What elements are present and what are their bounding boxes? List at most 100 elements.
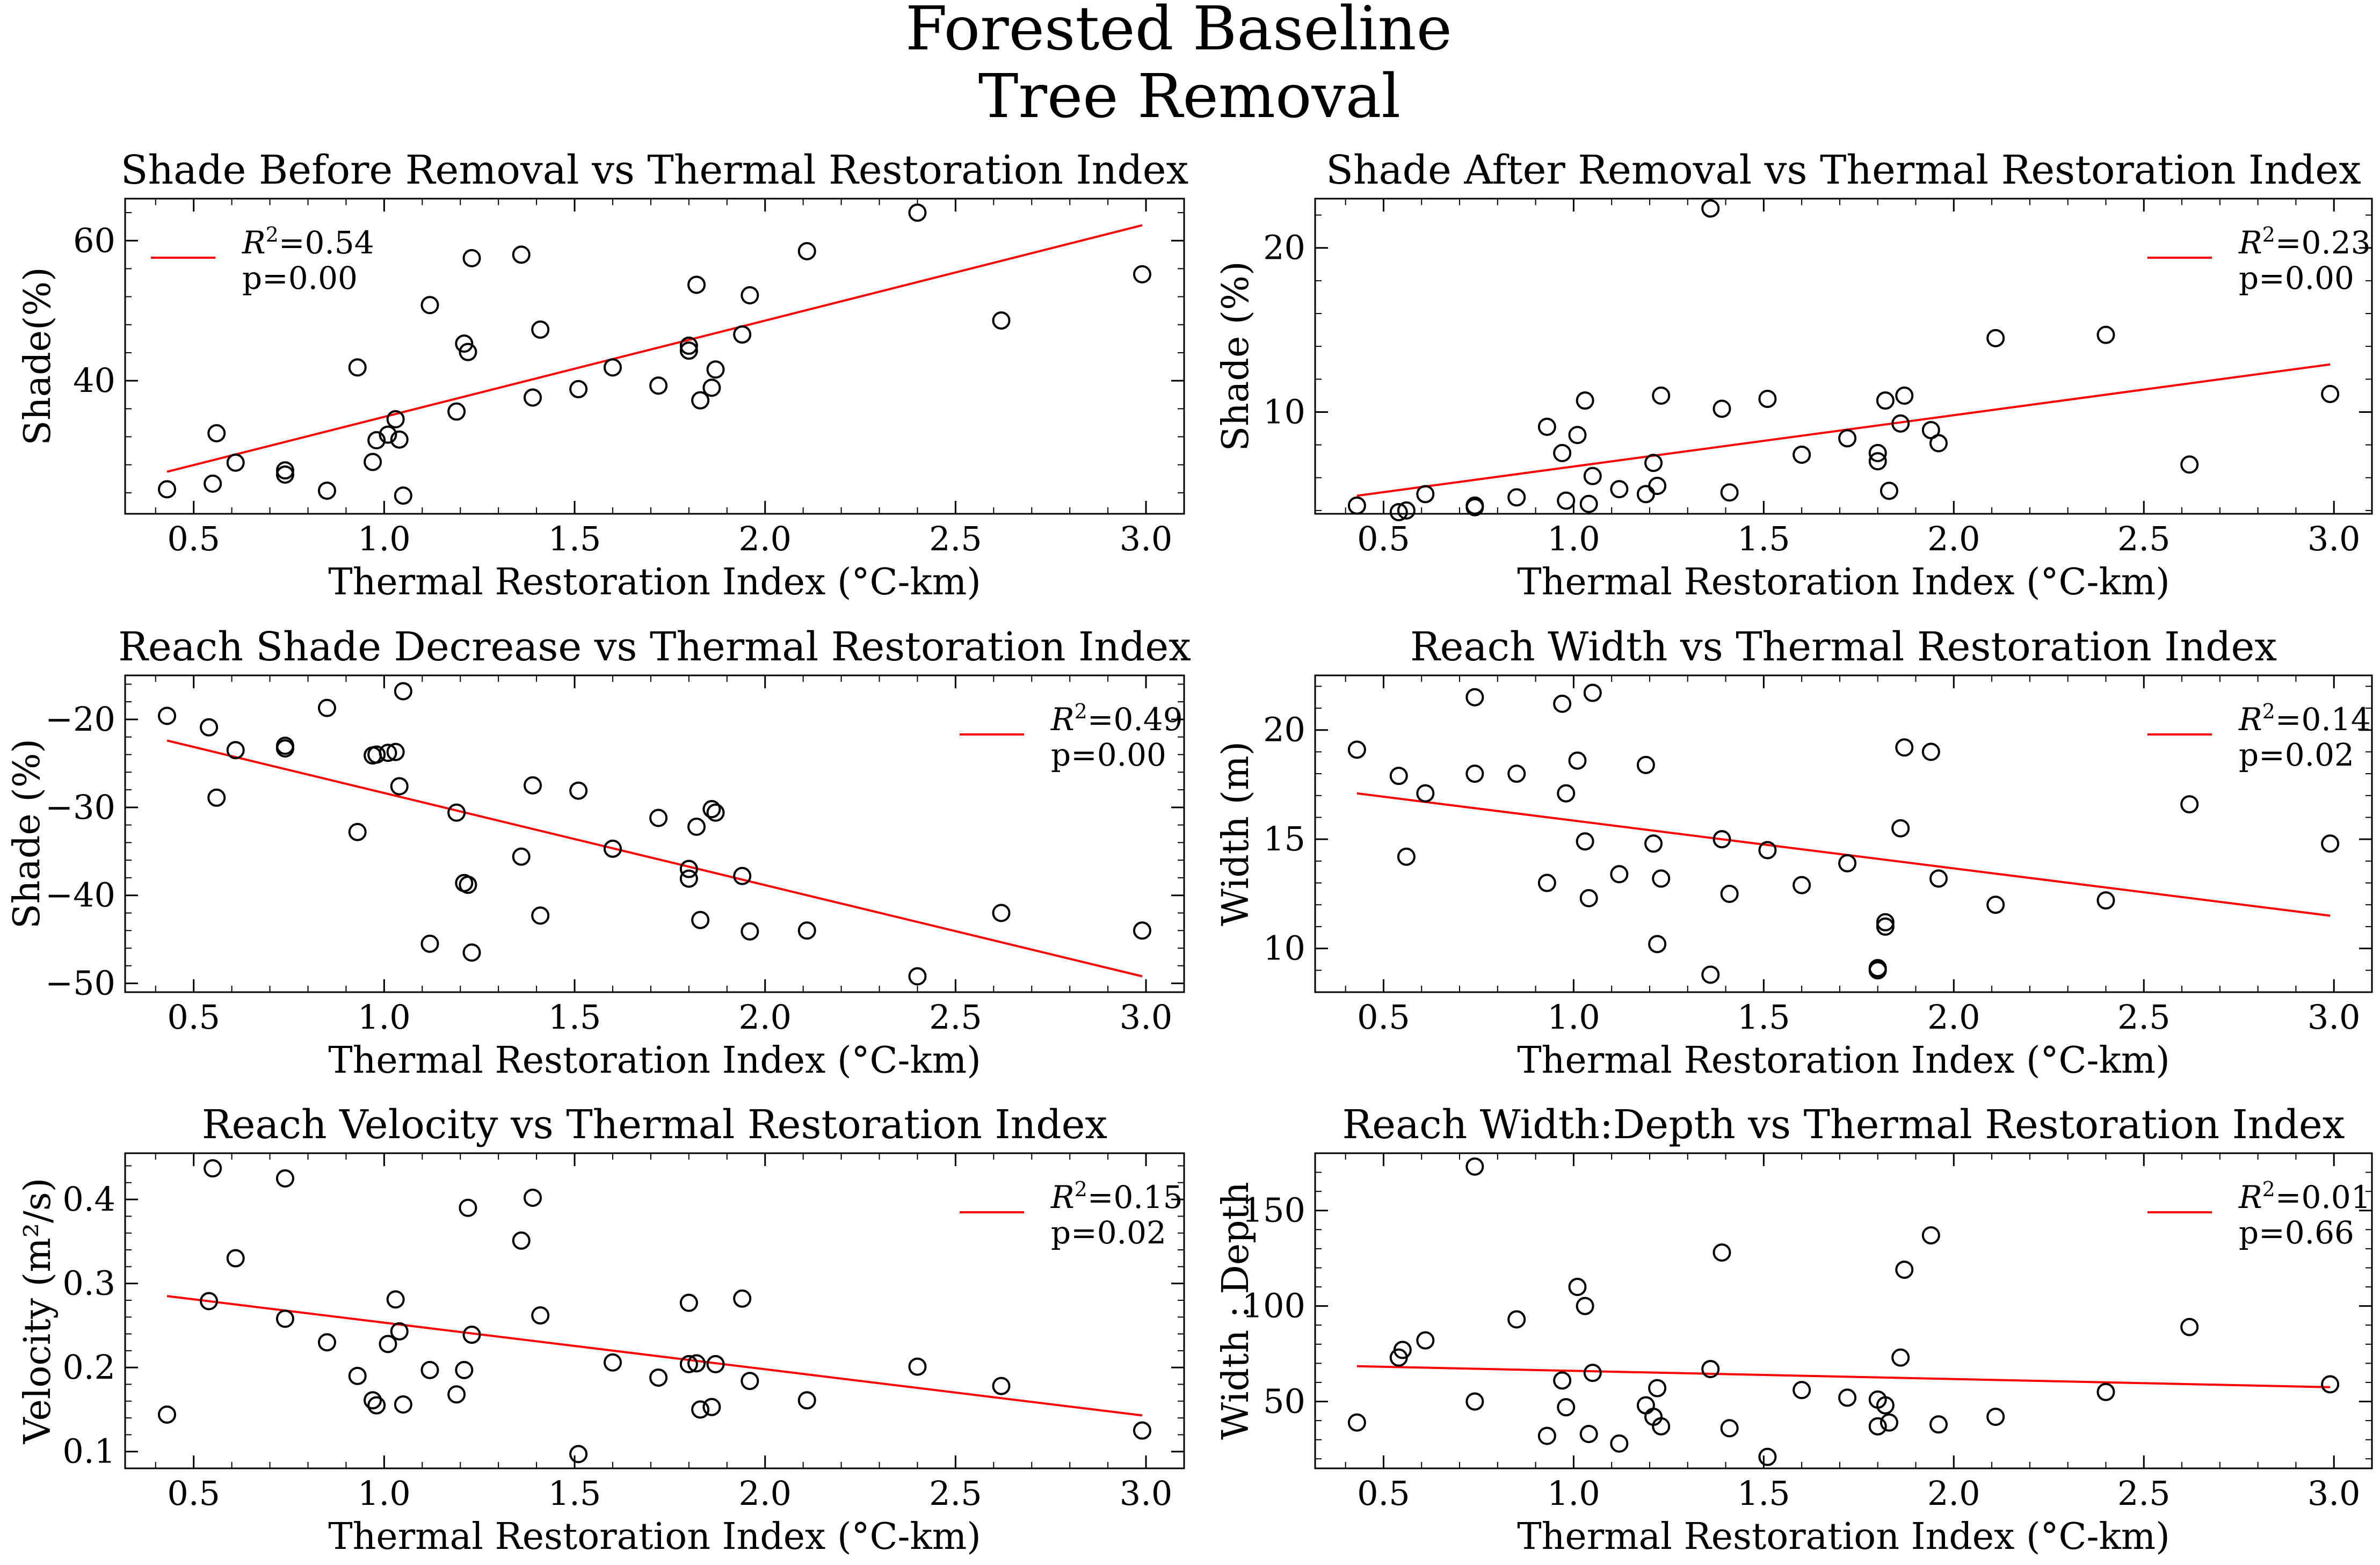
- data-point: [462, 249, 481, 267]
- subplot-title: Reach Width:Depth vs Thermal Restoration…: [1343, 1102, 2345, 1148]
- y-tick-label: −50: [45, 964, 115, 1003]
- data-point: [1347, 496, 1366, 515]
- data-point: [1507, 1310, 1526, 1329]
- data-point: [275, 461, 294, 480]
- data-point: [1133, 265, 1151, 283]
- figure-title-line-1: Forested Baseline: [905, 0, 1452, 64]
- data-point: [2180, 1317, 2199, 1336]
- data-point: [2321, 384, 2340, 403]
- data-point: [379, 744, 397, 762]
- data-point: [569, 380, 588, 398]
- data-point: [390, 430, 409, 449]
- data-point: [1648, 1379, 1667, 1397]
- x-tick-label: 2.5: [929, 519, 982, 558]
- data-point: [1610, 480, 1629, 499]
- data-point: [908, 1357, 927, 1376]
- data-point: [386, 410, 405, 428]
- data-point: [367, 1396, 386, 1415]
- data-point: [367, 431, 386, 450]
- data-point: [2321, 1375, 2340, 1394]
- data-point: [455, 334, 474, 353]
- y-axis-label: Shade (%): [1215, 261, 1257, 452]
- legend-p-value: p=0.66: [2239, 1214, 2354, 1251]
- data-point: [687, 817, 706, 836]
- data-point: [1929, 869, 1948, 888]
- data-point: [741, 1372, 759, 1391]
- data-point: [420, 296, 439, 315]
- data-point: [649, 1368, 668, 1387]
- y-axis-label: Velocity (m²/s): [17, 1178, 59, 1445]
- x-tick-label: 2.0: [1927, 998, 1980, 1037]
- data-point: [1891, 414, 1910, 433]
- data-point: [1713, 830, 1731, 849]
- data-point: [275, 739, 294, 758]
- data-point: [1701, 199, 1720, 218]
- axes-frame: [124, 198, 1185, 515]
- axes-frame: [1314, 198, 2373, 515]
- data-point: [1876, 913, 1895, 931]
- y-tick-label: 0.1: [62, 1432, 115, 1471]
- x-axis-label: Thermal Restoration Index (°C-km): [1517, 561, 2170, 603]
- y-tick-label: 10: [1263, 392, 1305, 431]
- x-tick-label: 2.0: [738, 519, 792, 558]
- subplot-1: Shade Before Removal vs Thermal Restorat…: [17, 147, 1188, 603]
- legend-r2: R2=0.01: [2238, 1177, 2371, 1215]
- data-point: [420, 934, 439, 953]
- subplot-title: Shade After Removal vs Thermal Restorati…: [1326, 147, 2361, 193]
- subplot-2: Shade After Removal vs Thermal Restorati…: [1215, 147, 2373, 603]
- data-point: [1537, 874, 1556, 892]
- data-point: [1579, 494, 1598, 513]
- x-tick-label: 1.5: [548, 998, 601, 1037]
- x-tick-label: 1.5: [1737, 1474, 1790, 1513]
- data-point: [531, 1306, 550, 1325]
- data-point: [158, 1405, 177, 1424]
- data-point: [1652, 1417, 1671, 1436]
- y-axis-label: Shade(%): [17, 267, 59, 445]
- data-point: [992, 904, 1011, 922]
- data-point: [1758, 841, 1777, 860]
- data-point: [200, 718, 219, 737]
- data-point: [1793, 1381, 1811, 1400]
- data-point: [1868, 959, 1887, 978]
- legend-r2-value: =0.01: [2275, 1179, 2371, 1215]
- legend-r2: R2=0.23: [2238, 223, 2371, 261]
- legend: R2=0.15p=0.02: [960, 1177, 1183, 1251]
- legend-r2: R2=0.14: [2238, 700, 2371, 738]
- data-point: [1393, 1341, 1412, 1359]
- x-axis-label: Thermal Restoration Index (°C-km): [328, 561, 981, 603]
- data-point: [1701, 1360, 1720, 1379]
- data-point: [207, 788, 226, 807]
- data-point: [687, 1354, 706, 1373]
- data-point: [992, 311, 1011, 330]
- legend: R2=0.49p=0.00: [960, 700, 1183, 773]
- data-point: [447, 1385, 466, 1404]
- data-point: [348, 822, 367, 841]
- data-point: [1895, 738, 1914, 757]
- regression-line: [1356, 1365, 2331, 1388]
- y-tick-label: 0.4: [62, 1180, 115, 1219]
- data-point: [679, 869, 698, 888]
- axes-frame: [1314, 1152, 2373, 1469]
- y-tick-label: −40: [45, 876, 115, 915]
- data-point: [1568, 751, 1587, 770]
- legend-p-value: p=0.00: [2239, 260, 2354, 296]
- data-point: [204, 474, 222, 493]
- data-point: [1868, 443, 1887, 462]
- scatter-points: [1347, 199, 2340, 521]
- data-point: [1465, 1157, 1484, 1176]
- x-tick-label: 2.0: [738, 998, 792, 1037]
- subplot-grid: Shade Before Removal vs Thermal Restorat…: [6, 147, 2373, 1558]
- x-tick-label: 0.5: [1357, 998, 1410, 1037]
- x-tick-label: 3.0: [1120, 1474, 1173, 1513]
- data-point: [1921, 1226, 1940, 1244]
- data-point: [386, 1290, 405, 1309]
- legend-r2-value: =0.15: [1087, 1179, 1183, 1215]
- regression-line: [166, 1295, 1143, 1417]
- data-point: [1576, 1297, 1594, 1315]
- x-tick-label: 2.0: [738, 1474, 792, 1513]
- data-point: [649, 809, 668, 827]
- data-point: [1880, 482, 1898, 500]
- legend-r2-superscript: 2: [2262, 223, 2275, 246]
- data-point: [390, 777, 409, 796]
